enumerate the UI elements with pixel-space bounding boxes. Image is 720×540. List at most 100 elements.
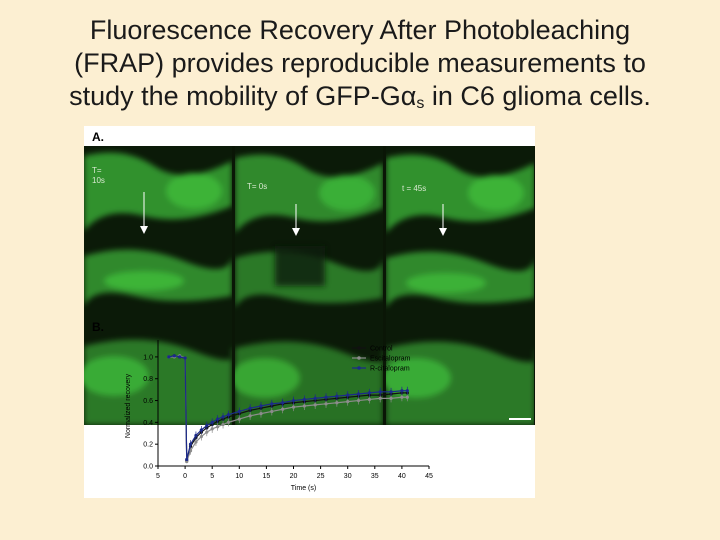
x-tick-label: 45: [425, 473, 433, 480]
data-point: [400, 389, 404, 393]
legend-marker: [357, 366, 361, 370]
x-tick-label: 30: [344, 473, 352, 480]
title-line-3-suffix: in C6 glioma cells.: [424, 81, 651, 111]
data-point: [405, 395, 409, 399]
data-point: [356, 398, 361, 403]
title-line-2: (FRAP) provides reproducible measurement…: [74, 48, 646, 78]
data-point: [188, 442, 193, 446]
title-line-3: study the mobility of GFP-Gαs in C6 glio…: [0, 80, 720, 120]
y-tick-label: 0.8: [143, 376, 153, 383]
prebleach-time-line-1: T=: [92, 166, 102, 175]
data-point: [205, 424, 209, 428]
data-point: [346, 400, 350, 404]
data-point: [281, 407, 285, 411]
data-point: [367, 391, 371, 395]
y-tick-label: 0.0: [143, 464, 153, 471]
data-point: [378, 390, 382, 394]
data-point: [178, 355, 182, 359]
micrograph-prebleach-image: [84, 152, 232, 425]
panel-b-label: B.: [92, 320, 104, 334]
x-tick-label: 20: [290, 473, 298, 480]
data-point: [356, 392, 361, 396]
micrograph-recovery-image: [386, 154, 534, 425]
data-point: [270, 402, 274, 406]
data-point: [389, 390, 393, 394]
x-tick-label: 15: [263, 473, 271, 480]
data-point: [167, 355, 171, 359]
chart-legend: Control Escitalopram R-citalopram: [352, 346, 411, 373]
data-point: [237, 409, 241, 414]
panel-a-label: A.: [92, 130, 104, 144]
legend-marker: [357, 356, 361, 360]
micrograph-recovery-time: t = 45s: [402, 184, 426, 194]
data-point: [389, 396, 393, 400]
data-point: [183, 356, 187, 360]
data-point: [216, 425, 220, 429]
y-tick-label: 0.4: [143, 420, 153, 427]
frap-chart: 5 0 5 10 15 20 25 30 35 40 45 0.0 0.2 0.4 0.6 0.8 1.0 Tim…: [125, 340, 433, 492]
data-point: [291, 405, 296, 409]
x-tick-label: 10: [235, 473, 243, 480]
micrograph-prebleach: T= 10s: [84, 146, 232, 425]
x-tick-label: 5: [156, 473, 160, 480]
data-point: [237, 417, 241, 421]
title-subscript: s: [416, 95, 425, 112]
data-point: [188, 449, 193, 453]
data-point: [194, 433, 198, 438]
data-point: [172, 354, 176, 358]
scale-bar: [509, 418, 531, 420]
slide-title: Fluorescence Recovery After Photobleachi…: [0, 14, 720, 120]
micrograph-bleach-time: T= 0s: [247, 182, 267, 192]
data-point: [405, 389, 409, 393]
data-point: [199, 428, 203, 432]
data-point: [335, 394, 339, 398]
series-line-1: [168, 355, 408, 462]
figure-panel: A. T= 10s: [84, 126, 535, 498]
micrograph-recovery: t = 45s: [386, 146, 534, 425]
data-point: [313, 403, 317, 407]
y-tick-label: 1.0: [143, 354, 153, 361]
data-point: [259, 412, 263, 416]
data-point: [259, 404, 263, 408]
chart-axes: 5 0 5 10 15 20 25 30 35 40 45 0.0 0.2 0.4 0.6 0.8 1.0 Tim…: [125, 340, 433, 492]
x-tick-label: 25: [317, 473, 325, 480]
data-point: [270, 409, 274, 414]
data-point: [226, 420, 231, 424]
data-point: [226, 413, 231, 417]
data-point: [335, 401, 339, 405]
x-tick-label: 40: [398, 473, 406, 480]
data-point: [346, 393, 350, 397]
data-point: [248, 406, 252, 410]
data-point: [367, 397, 371, 402]
data-point: [324, 395, 328, 399]
y-axis-label: Normalized recovery: [125, 373, 132, 438]
series-line-2: [168, 355, 408, 460]
data-point: [313, 396, 317, 400]
title-line-1: Fluorescence Recovery After Photobleachi…: [89, 15, 631, 45]
legend-label: Escitalopram: [370, 356, 411, 363]
data-point: [281, 401, 285, 405]
bleach-time-line-1: T= 0s: [247, 182, 268, 191]
data-point: [221, 422, 225, 427]
data-point: [185, 457, 189, 462]
legend-label: Control: [370, 346, 393, 353]
x-tick-label: 5: [210, 473, 214, 480]
prebleach-time-line-2: 10s: [92, 176, 105, 185]
y-tick-label: 0.6: [143, 398, 153, 405]
data-point: [378, 396, 382, 400]
data-point: [205, 430, 209, 434]
data-point: [291, 398, 296, 403]
data-point: [194, 440, 198, 444]
chart-series: [167, 354, 409, 464]
micrograph-prebleach-time: T= 10s: [92, 166, 105, 186]
data-point: [210, 420, 214, 424]
data-point: [302, 397, 306, 402]
legend-marker: [357, 346, 361, 350]
x-tick-label: 0: [183, 473, 187, 480]
data-point: [324, 402, 328, 406]
data-point: [400, 395, 404, 399]
data-point: [248, 414, 252, 418]
recovery-time-line-1: t = 45s: [402, 184, 427, 193]
title-line-3-prefix: study the mobility of GFP-Gα: [69, 81, 417, 111]
y-tick-label: 0.2: [143, 442, 153, 449]
